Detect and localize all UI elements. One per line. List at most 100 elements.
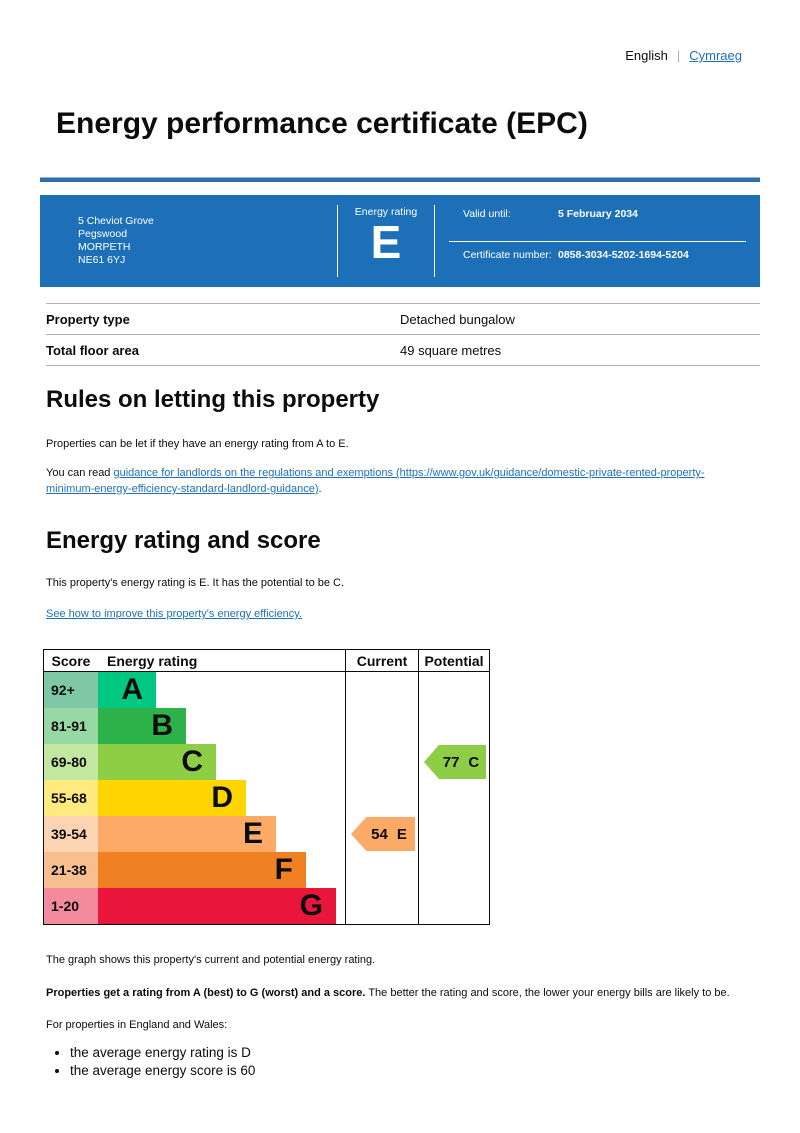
- current-cell: [345, 708, 418, 744]
- rules-paragraph: Properties can be let if they have an en…: [46, 438, 349, 450]
- band-bar-area: D: [98, 780, 345, 816]
- potential-cell: [418, 708, 489, 744]
- improve-paragraph: See how to improve this property's energ…: [46, 606, 760, 622]
- current-rating-arrow: 54 E: [351, 817, 415, 851]
- potential-cell: [418, 780, 489, 816]
- score-column-header: Score: [51, 652, 91, 669]
- band-score-range: 92+: [44, 672, 98, 708]
- address-line: 5 Cheviot Grove: [78, 215, 154, 227]
- list-item: the average energy score is 60: [70, 1062, 760, 1080]
- property-summary-table: Property type Detached bungalow Total fl…: [46, 303, 760, 366]
- potential-cell: [418, 852, 489, 888]
- certificate-number-label: Certificate number:: [463, 248, 552, 261]
- guidance-paragraph: You can read guidance for landlords on t…: [46, 465, 736, 497]
- current-cell: [345, 852, 418, 888]
- energy-rating-label: Energy rating: [354, 206, 418, 218]
- band-bar-area: A: [98, 672, 345, 708]
- band-bar: F: [98, 852, 306, 888]
- table-row: Property type Detached bungalow: [46, 303, 760, 335]
- improve-efficiency-link[interactable]: See how to improve this property's energ…: [46, 608, 303, 620]
- chart-caption: The graph shows this property's current …: [46, 954, 376, 966]
- band-bar-area: G: [98, 888, 345, 924]
- landlord-guidance-link[interactable]: guidance for landlords on the regulation…: [46, 467, 705, 495]
- current-rating-arrow-score: 54: [371, 825, 388, 843]
- band-bar: E: [98, 816, 276, 852]
- banner-divider: [434, 205, 435, 277]
- potential-rating-arrow-letter: C: [468, 753, 480, 771]
- chart-band-row: 81-91 B: [44, 708, 489, 744]
- current-column-header: Current: [345, 650, 418, 671]
- band-bar-area: E: [98, 816, 345, 852]
- band-score-range: 81-91: [44, 708, 98, 744]
- band-bar: C: [98, 744, 216, 780]
- band-bar-area: F: [98, 852, 345, 888]
- chart-band-row: 55-68 D: [44, 780, 489, 816]
- total-floor-area-value: 49 square metres: [400, 342, 502, 358]
- language-switcher: English | Cymraeg: [40, 48, 760, 63]
- potential-rating-arrow-score: 77: [442, 753, 460, 771]
- current-cell: [345, 780, 418, 816]
- current-cell: [345, 888, 418, 924]
- properties-intro: For properties in England and Wales:: [46, 1019, 228, 1031]
- potential-rating-arrow: 77 C: [424, 745, 486, 779]
- banner-certificate-details: Valid until: 5 February 2034 Certificate…: [435, 195, 760, 287]
- explainer-rest: The better the rating and score, the low…: [365, 987, 730, 999]
- certificate-number-value: 0858-3034-5202-1694-5204: [558, 248, 689, 261]
- rules-heading: Rules on letting this property: [46, 386, 380, 413]
- rating-paragraph: This property's energy rating is E. It h…: [46, 577, 345, 589]
- current-rating-arrow-letter: E: [396, 825, 407, 843]
- band-score-range: 39-54: [44, 816, 98, 852]
- chart-band-row: 39-54 E 54 E: [44, 816, 489, 852]
- rating-explainer: Properties get a rating from A (best) to…: [46, 985, 760, 1001]
- address-line: Pegswood: [78, 228, 128, 240]
- property-type-value: Detached bungalow: [400, 311, 515, 327]
- banner-energy-rating: Energy rating E: [338, 195, 434, 287]
- address-line: MORPETH: [78, 241, 131, 253]
- chart-band-row: 69-80 C 77 C: [44, 744, 489, 780]
- band-bar: G: [98, 888, 336, 924]
- language-divider: |: [676, 48, 681, 63]
- guidance-prefix: You can read: [46, 467, 114, 479]
- valid-until-row: Valid until: 5 February 2034: [435, 201, 746, 241]
- energy-rating-value: E: [370, 216, 402, 268]
- banner-horizontal-divider: [449, 240, 746, 242]
- page-title: Energy performance certificate (EPC): [56, 107, 588, 140]
- certificate-number-row: Certificate number: 0858-3034-5202-1694-…: [435, 242, 746, 282]
- band-bar: A: [98, 672, 156, 708]
- chart-band-row: 21-38 F: [44, 852, 489, 888]
- page-root: English | Cymraeg Energy performance certi…: [0, 0, 800, 1080]
- epc-rating-chart: Score Energy rating Current Potential 92…: [43, 649, 490, 925]
- rating-heading: Energy rating and score: [46, 527, 321, 554]
- band-bar-area: C: [98, 744, 345, 780]
- band-bar-area: B: [98, 708, 345, 744]
- epc-banner: 5 Cheviot Grove Pegswood MORPETH NE61 6Y…: [40, 195, 760, 287]
- band-score-range: 55-68: [44, 780, 98, 816]
- band-bar: B: [98, 708, 186, 744]
- banner-divider: [337, 205, 338, 277]
- band-score-range: 21-38: [44, 852, 98, 888]
- potential-cell: 77 C: [418, 744, 489, 780]
- table-row: Total floor area 49 square metres: [46, 335, 760, 366]
- list-item: the average energy rating is D: [70, 1044, 760, 1062]
- potential-cell: [418, 888, 489, 924]
- chart-band-row: 1-20 G: [44, 888, 489, 924]
- current-cell: 54 E: [345, 816, 418, 852]
- epc-chart-header: Score Energy rating Current Potential: [44, 650, 489, 672]
- band-bar: D: [98, 780, 246, 816]
- band-score-range: 1-20: [44, 888, 98, 924]
- current-cell: [345, 672, 418, 708]
- address-line: NE61 6YJ: [78, 254, 126, 266]
- property-address: 5 Cheviot Grove Pegswood MORPETH NE61 6Y…: [40, 195, 337, 287]
- section-divider-rule: [40, 177, 760, 182]
- potential-column-header: Potential: [418, 650, 489, 671]
- language-cymraeg-link[interactable]: Cymraeg: [689, 48, 742, 63]
- valid-until-value: 5 February 2034: [558, 208, 638, 220]
- current-cell: [345, 744, 418, 780]
- explainer-bold: Properties get a rating from A (best) to…: [46, 987, 366, 999]
- energy-rating-column-header: Energy rating: [107, 652, 198, 669]
- total-floor-area-label: Total floor area: [46, 342, 139, 358]
- language-english: English: [625, 48, 668, 63]
- property-type-label: Property type: [46, 311, 130, 327]
- epc-chart-rows: 92+ A 81-91 B 69-80 C 77 C 55-68 D 39-54 E 54 E 21-38 F…: [44, 672, 489, 924]
- valid-until-label: Valid until:: [463, 208, 511, 220]
